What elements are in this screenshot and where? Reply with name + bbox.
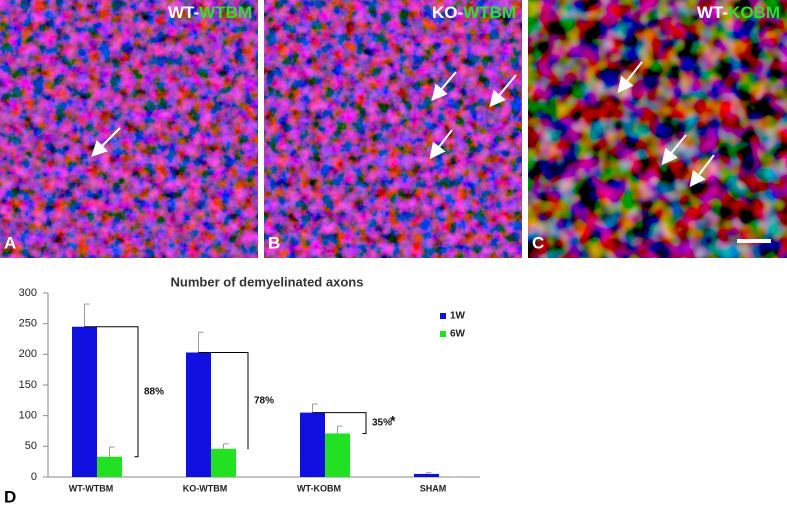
panel-title: WT-KOBM	[697, 3, 780, 22]
legend-label: 6W	[450, 329, 466, 340]
panel-title-suffix: KOBM	[728, 3, 780, 22]
panel-title: KO-WTBM	[432, 3, 516, 22]
panel-title-suffix: WTBM	[463, 3, 516, 22]
panel-title-suffix: WTBM	[199, 3, 252, 22]
annotation: 35%	[372, 418, 392, 429]
panel-letter: A	[4, 233, 16, 252]
panel-title: WT-WTBM	[168, 3, 252, 22]
micrograph	[528, 0, 787, 258]
y-tick-label: 150	[19, 379, 37, 391]
micrograph	[0, 0, 258, 258]
bracket	[312, 412, 367, 434]
legend-swatch	[440, 313, 446, 319]
panels	[0, 0, 787, 258]
chart-title: Number of demyelinated axons	[171, 274, 364, 289]
bar	[414, 473, 439, 477]
legend-swatch	[440, 331, 446, 337]
x-tick-label: KO-WTBM	[183, 483, 228, 493]
micrograph	[264, 0, 522, 258]
bar	[325, 433, 350, 477]
y-tick-label: 0	[31, 471, 37, 483]
bar	[211, 448, 236, 477]
y-tick-label: 250	[19, 318, 37, 330]
legend-label: 1W	[450, 311, 466, 322]
y-tick-label: 200	[19, 348, 37, 360]
annotation: *	[390, 413, 396, 429]
y-tick-label: 100	[19, 410, 37, 422]
x-tick-label: WT-KOBM	[297, 483, 341, 493]
y-tick-label: 50	[25, 440, 37, 452]
annotation: 88%	[144, 386, 164, 397]
y-tick-label: 300	[19, 287, 37, 299]
bar	[72, 326, 97, 477]
arrows	[91, 61, 715, 188]
bar	[300, 412, 325, 477]
x-tick-label: SHAM	[420, 483, 447, 493]
panel-title-prefix: WT-	[697, 3, 728, 22]
annotation: 78%	[254, 395, 274, 406]
bar	[186, 352, 211, 477]
bracket	[84, 326, 139, 458]
panel-letter: B	[268, 233, 280, 252]
panel-title-prefix: KO-	[432, 3, 463, 22]
panel-letter: C	[532, 233, 544, 252]
bracket	[198, 351, 249, 450]
chart-letter: D	[4, 487, 16, 506]
x-tick-label: WT-WTBM	[69, 483, 113, 493]
panel-title-prefix: WT-	[168, 3, 199, 22]
bar	[97, 456, 122, 477]
